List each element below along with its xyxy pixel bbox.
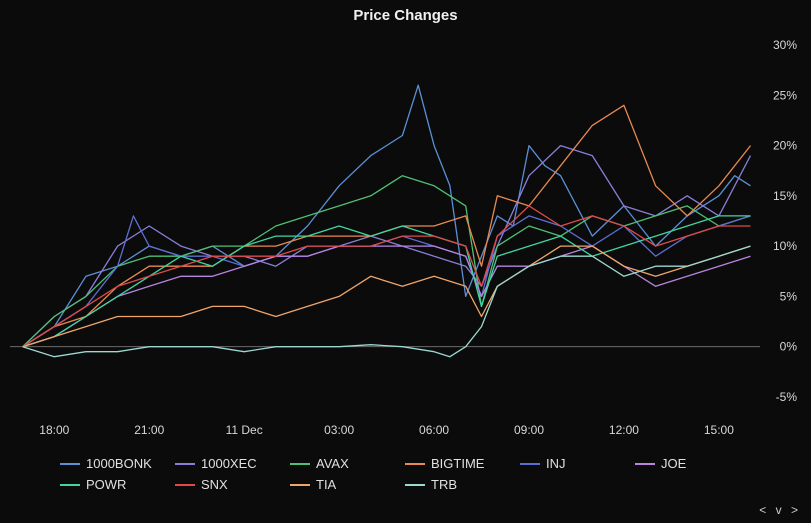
series-line-1000bonk[interactable] <box>22 84 751 348</box>
series-line-trb[interactable] <box>22 245 751 358</box>
legend-item-powr[interactable]: POWR <box>60 477 175 492</box>
price-changes-chart[interactable]: -5% 0% 5% 10% 15% 20% 25% 30% 18:00 21:00 11 Dec 0… <box>0 0 811 445</box>
legend-label: AVAX <box>316 456 349 471</box>
x-tick-label: 15:00 <box>704 423 734 437</box>
legend-swatch <box>405 483 425 486</box>
legend-swatch <box>175 483 195 486</box>
legend-swatch <box>60 483 80 486</box>
nav-next-button[interactable]: > <box>790 503 801 517</box>
chart-title: Price Changes <box>353 7 458 24</box>
legend-swatch <box>635 462 655 465</box>
legend-item-bigtime[interactable]: BIGTIME <box>405 456 520 471</box>
legend-item-inj[interactable]: INJ <box>520 456 635 471</box>
legend-item-1000xec[interactable]: 1000XEC <box>175 456 290 471</box>
legend-swatch <box>290 483 310 486</box>
series-line-bigtime[interactable] <box>22 104 752 348</box>
legend-item-snx[interactable]: SNX <box>175 477 290 492</box>
y-tick-label: 30% <box>773 38 797 52</box>
legend-item-avax[interactable]: AVAX <box>290 456 405 471</box>
x-tick-label: 11 Dec <box>226 423 263 437</box>
y-tick-label: 10% <box>773 239 797 253</box>
nav-down-button[interactable]: v <box>775 503 785 517</box>
legend-item-joe[interactable]: JOE <box>635 456 750 471</box>
legend-swatch <box>175 462 195 465</box>
x-tick-label: 21:00 <box>134 423 164 437</box>
legend-swatch <box>60 462 80 465</box>
legend-item-1000bonk[interactable]: 1000BONK <box>60 456 175 471</box>
legend-swatch <box>520 462 540 465</box>
nav-prev-button[interactable]: < <box>759 503 770 517</box>
y-tick-label: 0% <box>780 340 798 354</box>
legend-item-trb[interactable]: TRB <box>405 477 520 492</box>
legend-label: 1000XEC <box>201 456 257 471</box>
legend-label: JOE <box>661 456 687 471</box>
legend-label: INJ <box>546 456 566 471</box>
x-tick-label: 09:00 <box>514 423 544 437</box>
y-tick-label: 20% <box>773 139 797 153</box>
y-tick-label: 25% <box>773 88 797 102</box>
legend-label: SNX <box>201 477 228 492</box>
y-tick-label: 5% <box>780 289 798 303</box>
series-line-tia[interactable] <box>22 245 751 348</box>
x-tick-label: 06:00 <box>419 423 449 437</box>
series-line-snx[interactable] <box>22 205 751 348</box>
legend-label: BIGTIME <box>431 456 485 471</box>
x-tick-label: 12:00 <box>609 423 639 437</box>
series-line-avax[interactable] <box>22 175 751 348</box>
legend-label: POWR <box>86 477 127 492</box>
x-tick-label: 18:00 <box>39 423 69 437</box>
legend-label: TIA <box>316 477 337 492</box>
legend-swatch <box>290 462 310 465</box>
legend-swatch <box>405 462 425 465</box>
y-tick-label: -5% <box>776 390 798 404</box>
y-tick-label: 15% <box>773 189 797 203</box>
legend-label: TRB <box>431 477 457 492</box>
legend-label: 1000BONK <box>86 456 152 471</box>
legend: 1000BONK 1000XEC AVAX BIGTIME INJ JOE POWR SNX T… <box>60 456 760 492</box>
chart-nav: < v > <box>759 503 801 517</box>
x-tick-label: 03:00 <box>324 423 354 437</box>
legend-item-tia[interactable]: TIA <box>290 477 405 492</box>
